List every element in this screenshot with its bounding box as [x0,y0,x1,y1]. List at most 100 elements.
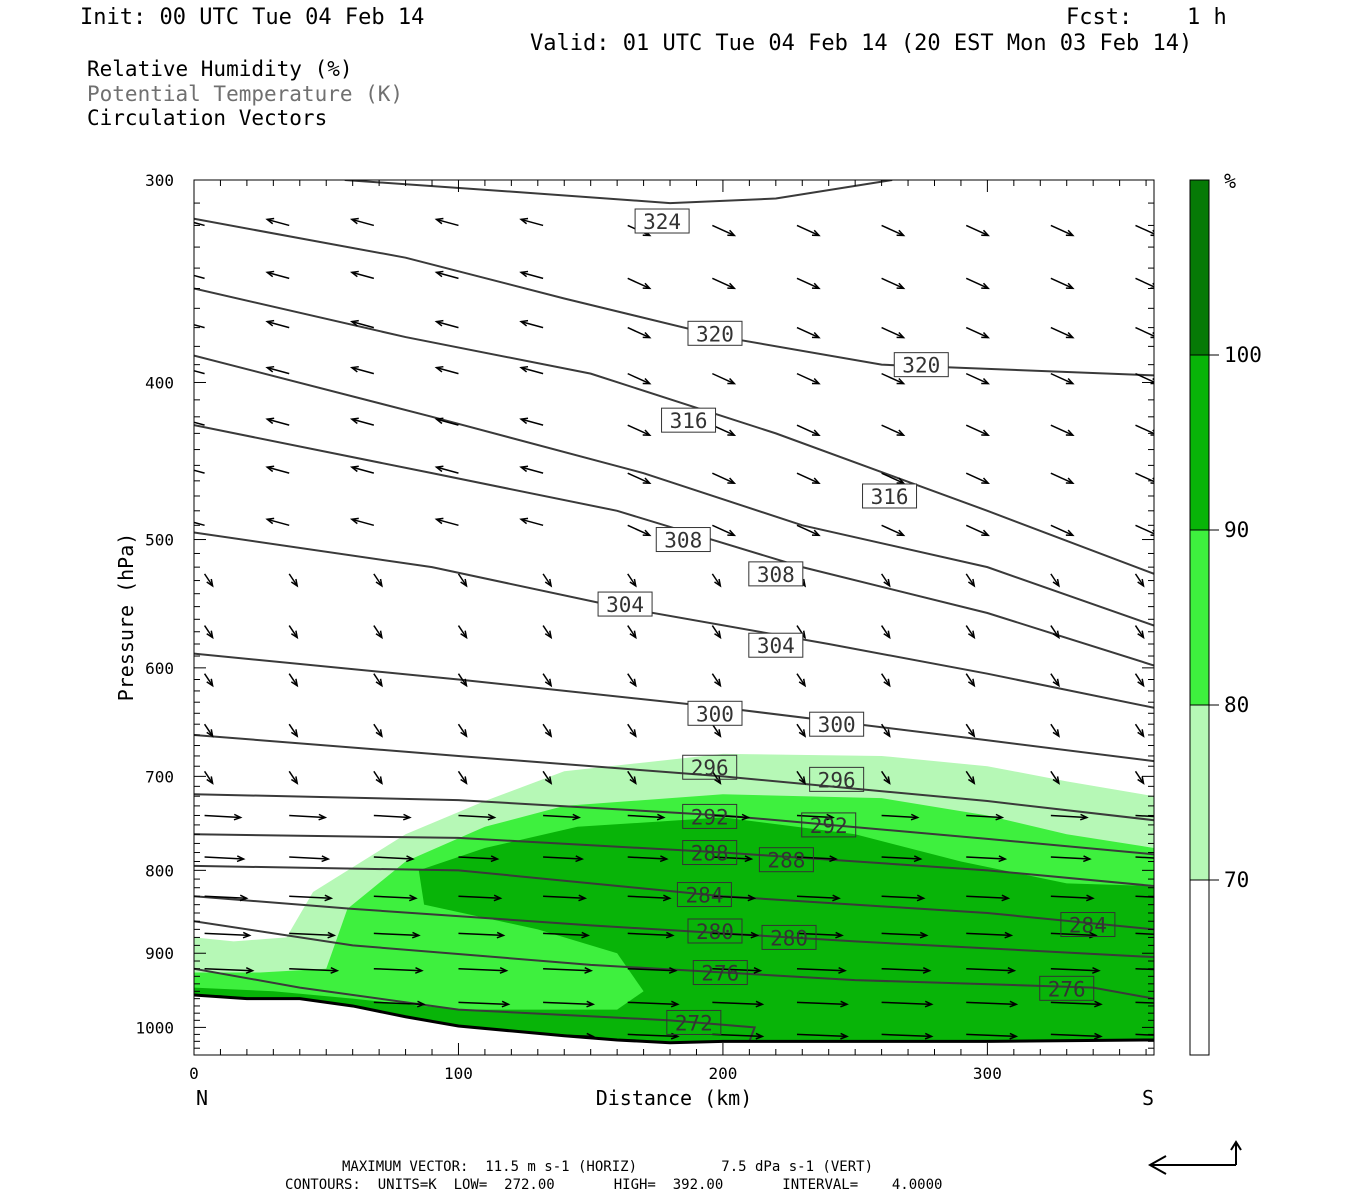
contour-label-292: 292 [682,803,738,829]
forecast-label: Fcst: [1066,5,1133,30]
circulation-vector [627,625,637,640]
circulation-vector [627,931,675,939]
circulation-vector [349,365,375,375]
circulation-vector [965,573,976,588]
circulation-vector [796,1000,849,1008]
rh-region-90 [194,817,1154,1042]
y-tick-label: 600 [145,659,174,678]
circulation-vector [457,673,468,688]
circulation-vector [627,894,672,902]
circulation-vector [458,813,497,821]
colorbar-segment [1189,354,1210,531]
circulation-vector [542,673,553,688]
legend-circulation-vectors: Circulation Vectors [87,106,328,130]
circulation-vector [1050,813,1089,821]
circulation-vector [194,369,205,375]
circulation-vector [880,770,891,785]
circulation-vector [519,465,544,474]
circulation-vector [1135,1033,1154,1036]
svg-text:292: 292 [810,814,848,838]
svg-text:284: 284 [1069,914,1107,938]
circulation-vector [457,625,468,640]
circulation-vector [965,326,990,339]
contour-label-288: 288 [682,840,738,866]
circulation-vector [349,270,375,280]
circulation-vector [627,1000,680,1008]
circulation-vector [265,465,290,474]
circulation-vector [965,277,990,290]
contour-label-296: 296 [682,754,738,780]
circulation-vector [881,1000,934,1008]
circulation-vector [434,217,459,227]
contour-label-304: 304 [597,591,653,617]
circulation-vector [880,723,891,738]
circulation-vector [265,417,290,426]
theta-contour-296 [194,733,1154,822]
circulation-vector [881,277,906,290]
circulation-vector [1134,573,1145,588]
contour-label-300: 300 [687,700,743,726]
circulation-vector [712,224,737,237]
contour-label-308: 308 [655,527,711,553]
theta-contour-304 [194,531,1154,709]
circulation-vector [796,931,844,939]
circulation-vector [434,319,459,329]
circulation-vector [881,967,932,974]
circulation-vector [289,967,340,974]
circulation-vector [796,326,821,339]
circulation-vector [627,472,652,484]
terrain-layer [194,993,1154,1055]
circulation-vector [965,673,976,688]
circulation-vector [373,770,383,785]
circulation-vector [627,770,637,785]
y-tick-label: 500 [145,531,174,550]
circulation-vector [627,277,652,290]
circulation-vector [881,855,923,863]
contour-label-276: 276 [692,960,748,986]
circulation-vector [265,319,290,329]
circulation-vector [203,770,214,785]
circulation-vector [966,931,1014,939]
circulation-vector [373,1000,426,1008]
circulation-vector [373,855,415,863]
theta-contour-316 [194,287,1154,575]
circulation-vector [1135,1001,1154,1004]
circulation-vector [796,673,807,688]
y-axis-label: Pressure (hPa) [114,533,138,702]
theta-contour-276 [194,920,1154,1000]
circulation-vector [881,326,906,339]
circulation-vector [627,967,678,974]
circulation-vector [627,855,669,863]
contour-label-296: 296 [809,766,865,792]
colorbar-segment [1189,179,1210,356]
colorbar-segment [1189,879,1210,1056]
contour-label-layer: 324 320 320 316 316 308 308 304 304 300 300 296 296 2… [597,208,1116,1035]
contour-label-284: 284 [1060,912,1116,938]
circulation-vector [349,417,375,426]
svg-text:300: 300 [818,713,856,737]
circulation-vector [458,931,506,939]
y-tick-label: 300 [145,171,174,190]
circulation-vector [1135,967,1154,971]
circulation-vector [627,326,652,339]
circulation-vector [1050,723,1060,738]
circulation-vector [1134,723,1145,738]
theta-contour-288 [194,833,1154,887]
circulation-vector [965,372,990,385]
circulation-vector [373,625,383,640]
circulation-vector [881,1032,934,1040]
svg-text:304: 304 [757,634,795,658]
circulation-vector [796,770,807,785]
colorbar-label: 70 [1224,868,1249,892]
circulation-vector [711,573,722,588]
circulation-vector [712,967,763,974]
circulation-vector [711,770,722,785]
circulation-vector [1134,673,1145,688]
circulation-vector [1050,855,1092,863]
circulation-vector [881,372,906,385]
svg-text:288: 288 [691,842,729,866]
circulation-vector [1135,814,1154,818]
circulation-vector [1135,856,1154,859]
circulation-vector [434,365,459,375]
contour-label-316: 316 [661,407,717,433]
